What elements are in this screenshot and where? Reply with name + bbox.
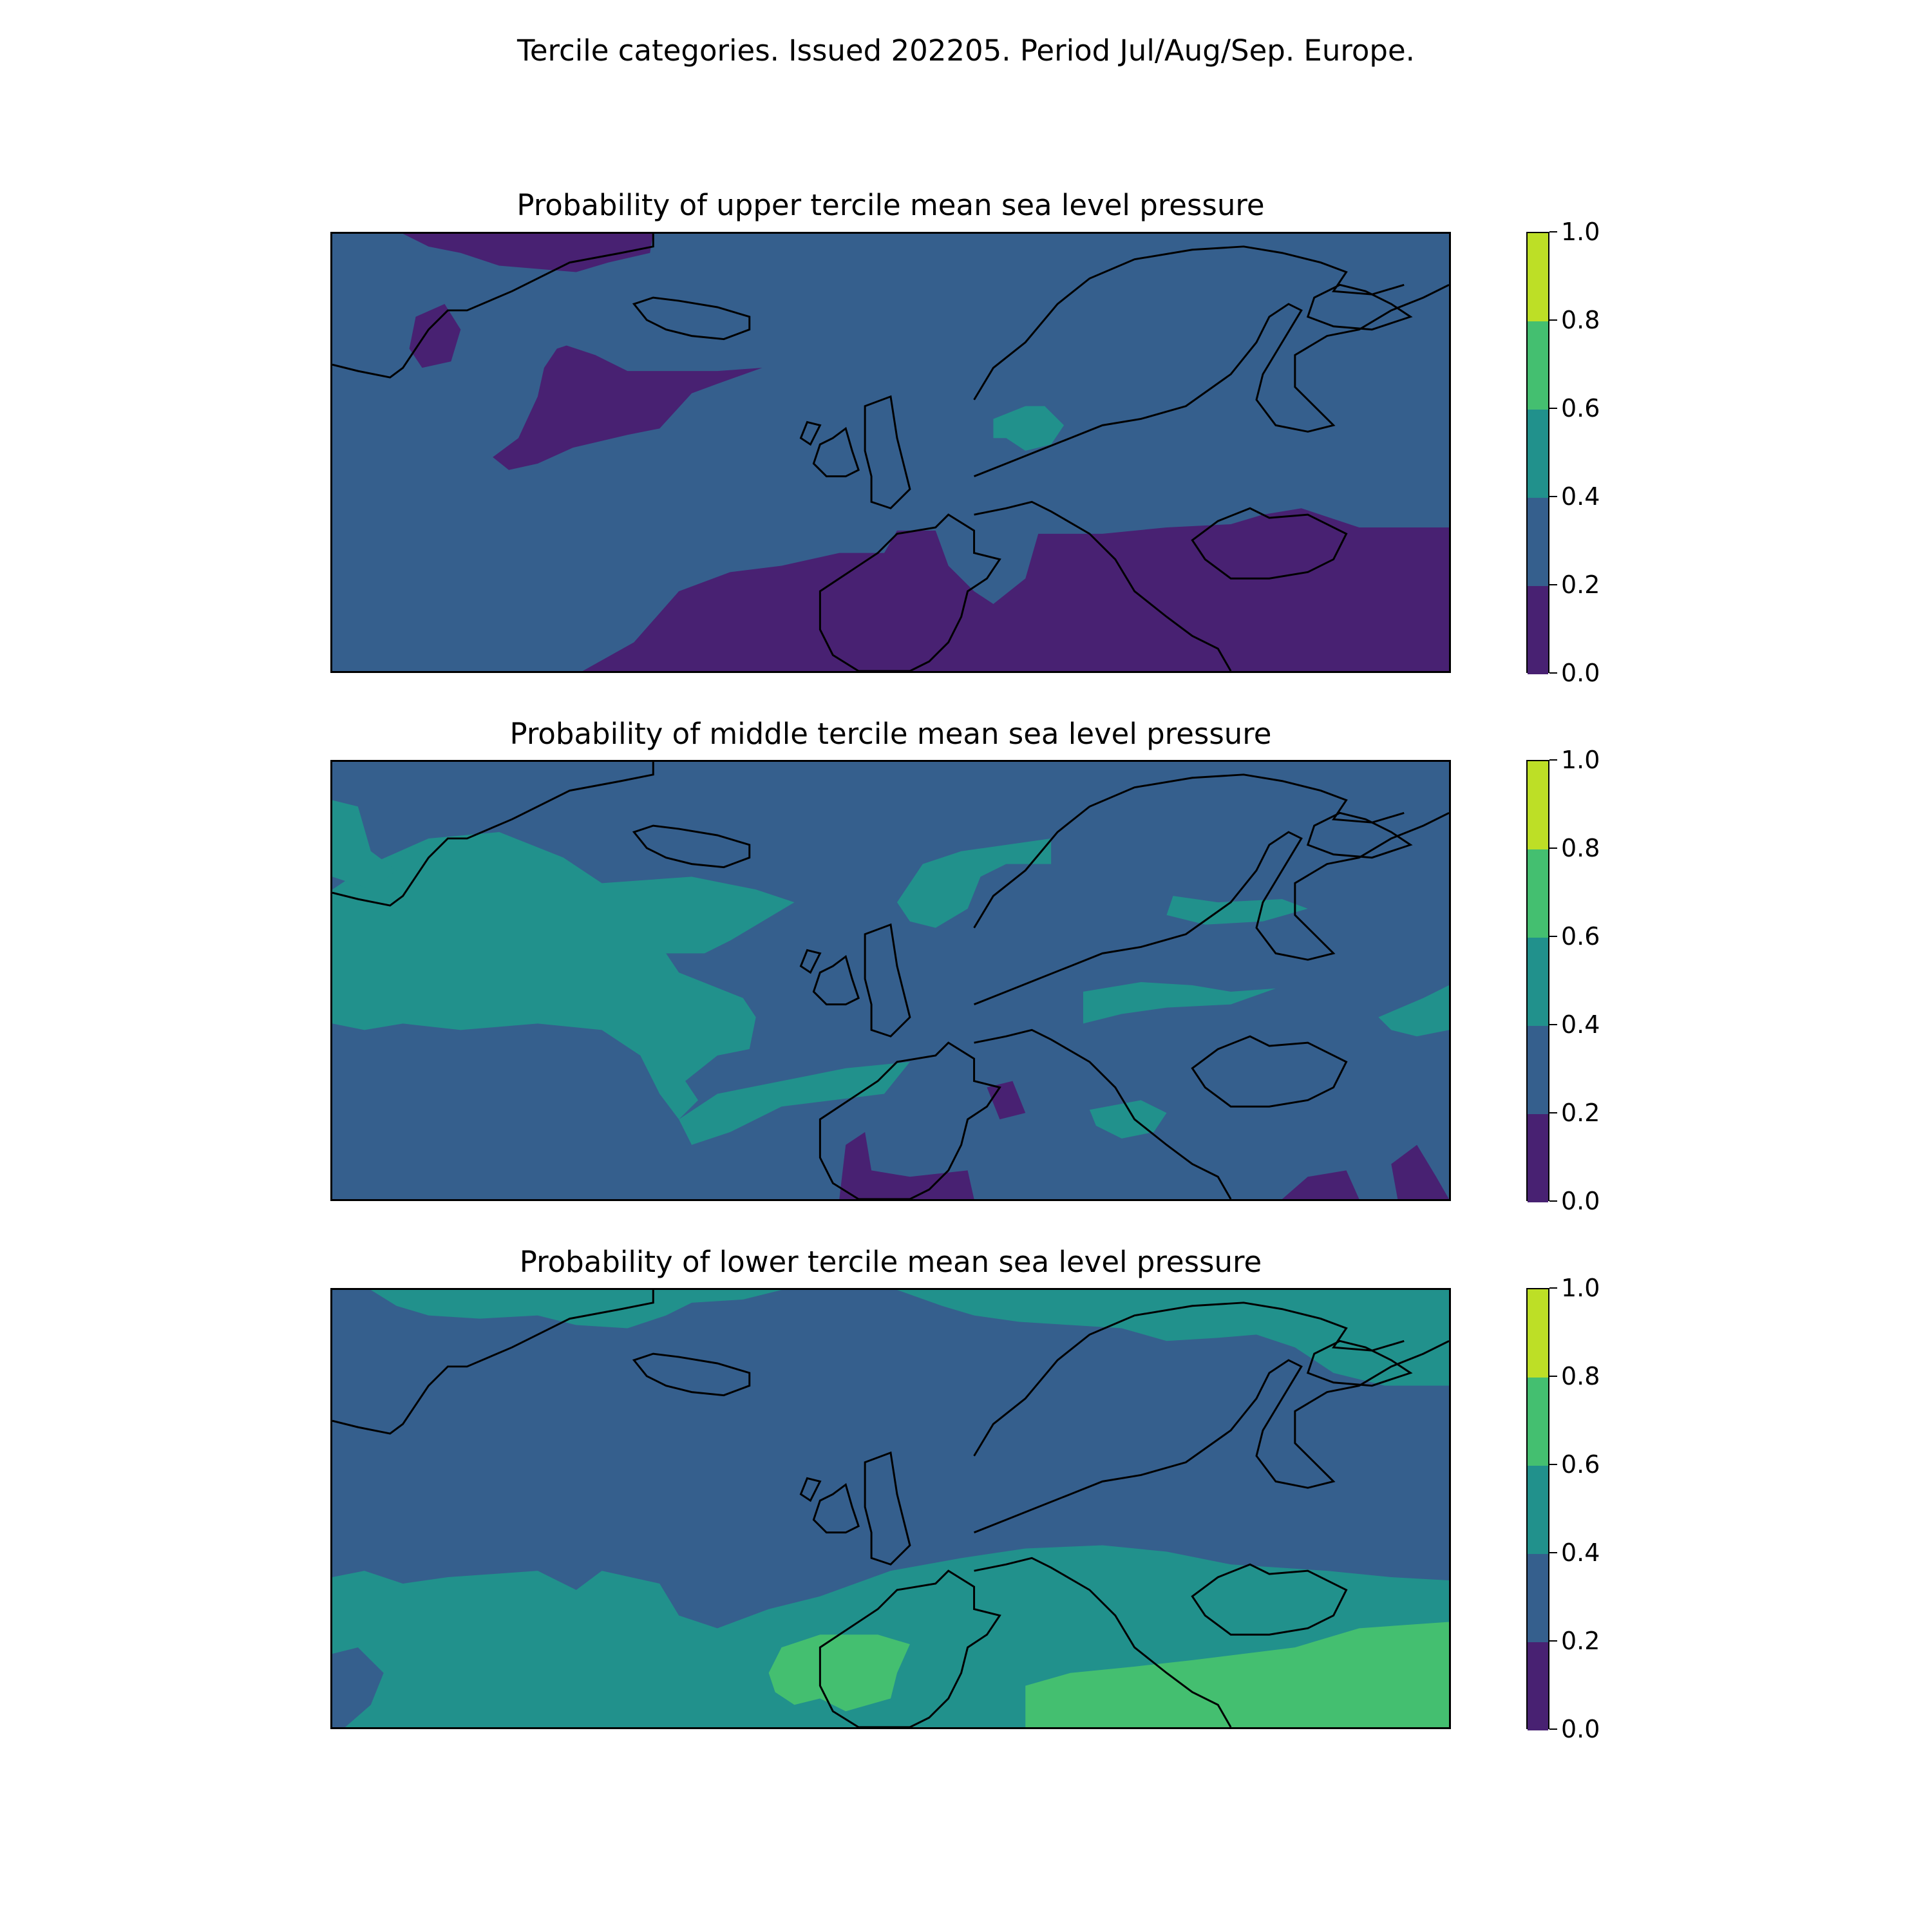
panel-title-middle: Probability of middle tercile mean sea l… <box>509 717 1272 751</box>
colorbar-lower <box>1526 1288 1549 1730</box>
colorbar-segment <box>1528 761 1548 849</box>
coastline <box>332 234 1449 671</box>
colorbar-upper <box>1526 232 1549 674</box>
region-low-greenland-coast <box>409 304 461 368</box>
region-high-greece-turkey <box>1025 1622 1449 1727</box>
colorbar-segment <box>1528 1642 1548 1730</box>
colorbar-segment <box>1528 1114 1548 1202</box>
colorbar-tick <box>1549 1640 1557 1642</box>
region-mid-arctic-east <box>896 1290 1449 1386</box>
colorbar-segment <box>1528 1289 1548 1378</box>
colorbar-segment <box>1528 938 1548 1026</box>
panel-title-upper: Probability of upper tercile mean sea le… <box>516 188 1265 222</box>
colorbar-tick <box>1549 1200 1557 1202</box>
colorbar-tick <box>1549 1112 1557 1113</box>
colorbar-tick <box>1549 408 1557 409</box>
colorbar-tick <box>1549 672 1557 674</box>
colorbar-segment <box>1528 849 1548 938</box>
colorbar-tick-label: 0.4 <box>1561 1539 1600 1567</box>
colorbar-tick-label: 1.0 <box>1561 746 1600 774</box>
coastline <box>332 1290 1449 1727</box>
region-mid-arctic-west <box>370 1290 782 1329</box>
colorbar-segment <box>1528 1026 1548 1114</box>
region-mid-denmark <box>993 406 1065 451</box>
colorbar-middle <box>1526 760 1549 1202</box>
colorbar-tick-label: 0.8 <box>1561 834 1600 862</box>
colorbar-segment <box>1528 1378 1548 1466</box>
region-mid-biscay <box>679 1061 910 1145</box>
colorbar-tick <box>1549 1287 1557 1289</box>
region-low-south <box>582 508 1449 671</box>
region-mid-baltic <box>1166 896 1308 925</box>
colorbar-tick-label: 0.0 <box>1561 1715 1600 1743</box>
region-high-iberia <box>768 1634 910 1712</box>
colorbar-tick-label: 0.2 <box>1561 1627 1600 1655</box>
colorbar-tick <box>1549 1552 1557 1553</box>
colorbar-tick <box>1549 584 1557 585</box>
colorbar-segment <box>1528 586 1548 674</box>
region-low-iberia <box>839 1132 974 1199</box>
map-lower-tercile <box>330 1288 1451 1729</box>
colorbar-tick <box>1549 1024 1557 1025</box>
colorbar-tick-label: 0.0 <box>1561 659 1600 687</box>
colorbar-tick-label: 0.8 <box>1561 306 1600 334</box>
coastline <box>332 762 1449 1199</box>
map-upper-svg <box>332 234 1449 671</box>
colorbar-tick <box>1549 759 1557 761</box>
region-low-se <box>1391 1144 1449 1199</box>
region-mid-greenland <box>332 800 397 890</box>
figure-title: Tercile categories. Issued 202205. Perio… <box>517 33 1415 68</box>
colorbar-tick <box>1549 496 1557 497</box>
colorbar-tick-label: 0.2 <box>1561 571 1600 599</box>
colorbar-tick-label: 0.0 <box>1561 1187 1600 1215</box>
region-mid-atlantic <box>332 832 795 1120</box>
colorbar-tick-label: 1.0 <box>1561 218 1600 246</box>
colorbar-tick <box>1549 848 1557 849</box>
region-mid-norway <box>896 838 1052 928</box>
colorbar-tick-label: 1.0 <box>1561 1274 1600 1302</box>
region-low-atlantic <box>493 345 762 470</box>
colorbar-tick-label: 0.6 <box>1561 394 1600 422</box>
colorbar-tick-label: 0.6 <box>1561 922 1600 951</box>
region-mid-caucasus <box>1378 985 1449 1037</box>
colorbar-segment <box>1528 1466 1548 1554</box>
colorbar-tick <box>1549 1376 1557 1377</box>
colorbar-tick-label: 0.6 <box>1561 1450 1600 1479</box>
region-low-southwest-corner <box>332 1647 384 1727</box>
colorbar-tick <box>1549 936 1557 937</box>
map-upper-tercile <box>330 232 1451 673</box>
colorbar-tick <box>1549 1728 1557 1730</box>
colorbar-tick <box>1549 1464 1557 1465</box>
colorbar-segment <box>1528 1554 1548 1642</box>
map-middle-svg <box>332 762 1449 1199</box>
map-lower-svg <box>332 1290 1449 1727</box>
colorbar-tick-label: 0.2 <box>1561 1099 1600 1127</box>
colorbar-segment <box>1528 410 1548 498</box>
panel-title-lower: Probability of lower tercile mean sea le… <box>519 1245 1262 1279</box>
colorbar-tick-label: 0.4 <box>1561 1010 1600 1039</box>
colorbar-segment <box>1528 321 1548 410</box>
colorbar-segment <box>1528 498 1548 586</box>
region-low-greenland <box>402 234 654 272</box>
map-middle-tercile <box>330 760 1451 1201</box>
colorbar-tick <box>1549 319 1557 321</box>
region-low-east <box>1282 1170 1359 1199</box>
colorbar-segment <box>1528 233 1548 321</box>
colorbar-tick <box>1549 231 1557 232</box>
colorbar-tick-label: 0.4 <box>1561 482 1600 511</box>
region-mid-east <box>1083 981 1276 1024</box>
colorbar-tick-label: 0.8 <box>1561 1362 1600 1390</box>
